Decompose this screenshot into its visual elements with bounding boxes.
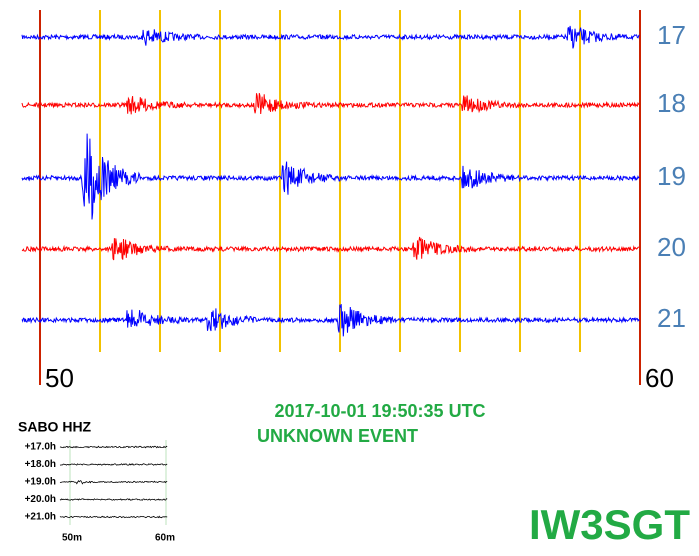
hour-label: 20 — [657, 232, 686, 262]
hour-label: 21 — [657, 303, 686, 333]
thumb-trace — [59, 515, 168, 519]
trace — [21, 133, 640, 220]
trace — [21, 236, 640, 261]
thumb-row-label: +18.0h — [25, 459, 56, 470]
trace — [21, 303, 640, 337]
thumb-trace — [59, 479, 168, 485]
station: SABO HHZ — [18, 419, 92, 435]
thumb-row-label: +21.0h — [25, 512, 56, 523]
event-type: UNKNOWN EVENT — [257, 426, 418, 446]
event-datetime: 2017-10-01 19:50:35 UTC — [274, 401, 485, 421]
thumb-start: 50m — [62, 533, 82, 544]
thumb-row-label: +17.0h — [25, 442, 56, 453]
thumb-end: 60m — [155, 533, 175, 544]
hour-label: 17 — [657, 20, 686, 50]
trace — [21, 92, 640, 115]
thumb-trace — [59, 463, 168, 466]
brand: IW3SGT — [529, 501, 690, 548]
thumb-trace — [59, 498, 168, 501]
thumb-trace — [59, 445, 168, 449]
trace — [21, 25, 640, 49]
thumb-row-label: +20.0h — [25, 494, 56, 505]
hour-label: 18 — [657, 88, 686, 118]
hour-label: 19 — [657, 161, 686, 191]
axis-start: 50 — [45, 363, 74, 393]
axis-end: 60 — [645, 363, 674, 393]
thumb-row-label: +19.0h — [25, 477, 56, 488]
